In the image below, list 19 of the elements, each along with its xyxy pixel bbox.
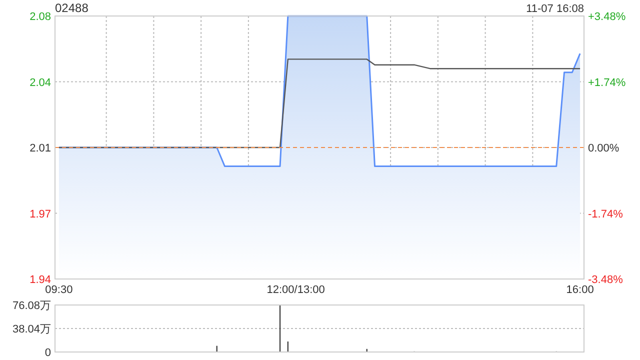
y-tick-label: 2.08 xyxy=(30,11,51,23)
y-tick-label: 0 xyxy=(44,347,51,359)
x-tick-label: 12:00/13:00 xyxy=(266,284,325,296)
y2-tick-label: +1.74% xyxy=(588,76,626,89)
y2-tick-label: -1.74% xyxy=(588,208,624,220)
y2-tick-label: -3.48% xyxy=(588,274,624,286)
y-tick-label: 1.97 xyxy=(30,208,51,220)
y-tick-label: 38.04万 xyxy=(12,324,51,336)
chart-title: 02488 xyxy=(55,1,89,15)
y2-tick-label: +3.48% xyxy=(588,11,626,23)
x-tick-label: 09:30 xyxy=(45,284,73,296)
y-tick-label: 2.04 xyxy=(30,76,51,89)
x-tick-label: 16:00 xyxy=(566,284,594,296)
y-tick-label: 2.01 xyxy=(30,142,51,154)
text: 11-07 16:08 xyxy=(526,3,584,15)
y-tick-label: 1.94 xyxy=(30,274,51,286)
line-series xyxy=(58,58,581,148)
y-tick-label: 76.08万 xyxy=(12,300,51,312)
y2-tick-label: 0.00% xyxy=(588,142,620,154)
